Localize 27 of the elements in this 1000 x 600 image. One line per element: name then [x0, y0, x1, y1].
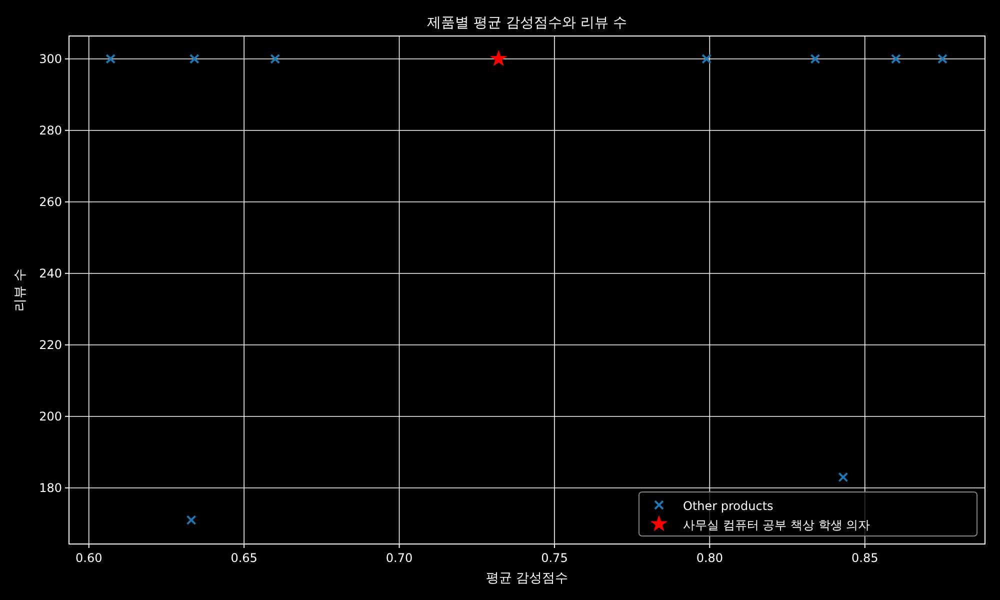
x-axis-title: 평균 감성점수 [486, 571, 568, 586]
point [270, 54, 280, 64]
x-tick-label: 0.70 [386, 551, 413, 565]
y-tick-label: 260 [39, 194, 62, 209]
y-tick-label: 300 [39, 52, 62, 66]
x-tick-label: 0.60 [76, 551, 102, 565]
y-tick-label: 180 [39, 480, 62, 495]
y-tick-label: 220 [39, 338, 62, 352]
y-tick-label: 240 [39, 266, 62, 280]
point [810, 54, 820, 64]
point [186, 515, 196, 526]
point [106, 54, 116, 64]
x-tick-label: 0.75 [541, 551, 568, 565]
x-tick-label: 0.65 [230, 551, 258, 565]
point [890, 54, 901, 64]
chart-title: 제품별 평균 감성점수와 리뷰 수 [427, 15, 627, 31]
point [702, 54, 712, 64]
legend-label: 사무실 컴퓨터 공부 책상 학생 의자 [683, 518, 870, 532]
legend-label: Other products [683, 499, 774, 513]
x-tick-label: 0.80 [696, 551, 724, 565]
y-axis-title: 리뷰 수 [13, 268, 28, 312]
y-tick-label: 200 [39, 409, 62, 424]
x-tick-label: 0.85 [852, 551, 878, 565]
point [838, 472, 848, 482]
y-tick-label: 280 [39, 123, 62, 138]
point [189, 54, 200, 64]
point [937, 54, 948, 64]
